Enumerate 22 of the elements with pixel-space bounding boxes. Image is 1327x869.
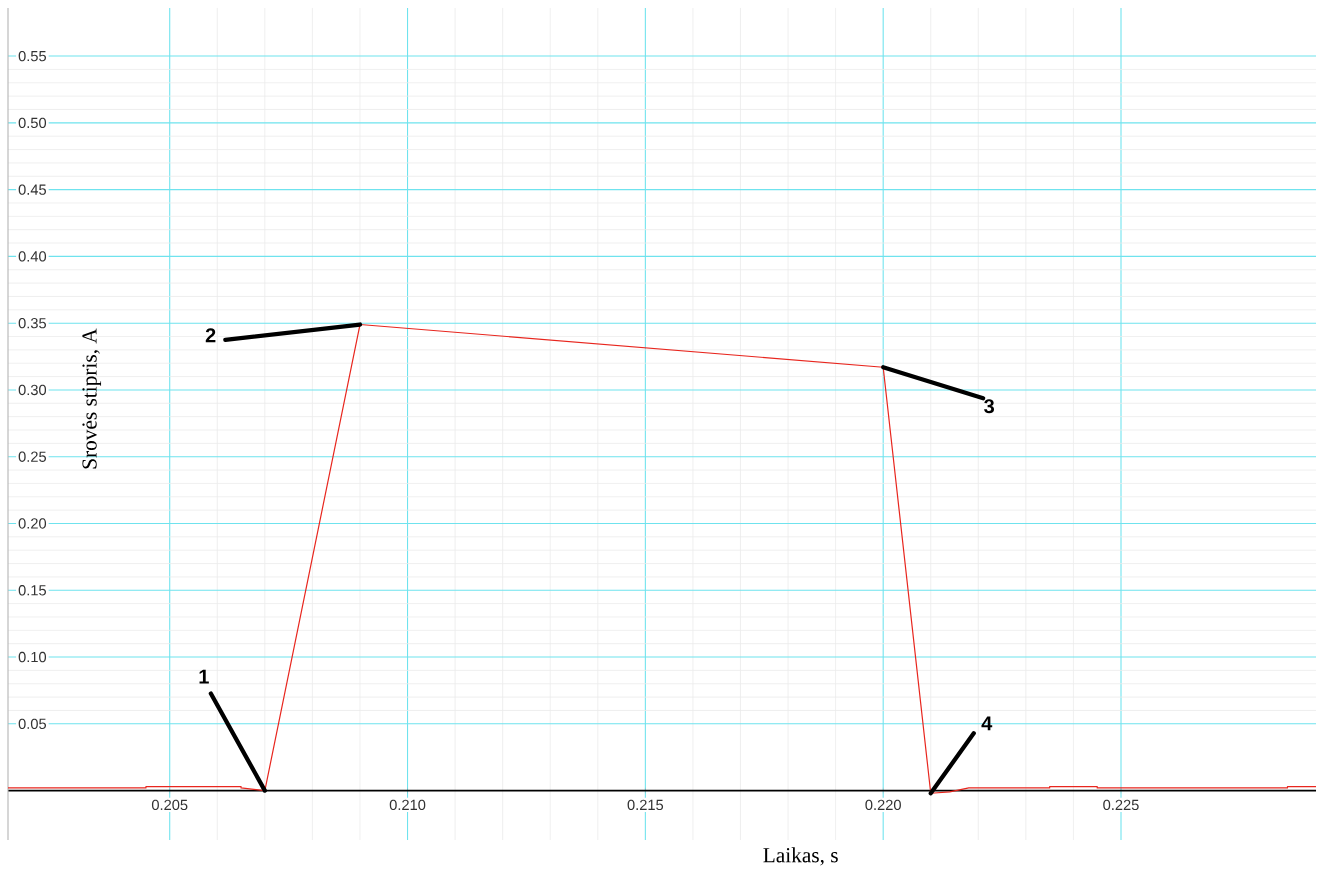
- y-tick-label: 0.45: [18, 184, 47, 195]
- x-tick-label: 0.220: [865, 799, 901, 811]
- y-tick-label: 0.50: [18, 117, 47, 129]
- y-tick-label: 0.25: [18, 451, 47, 462]
- annotation: 2: [205, 328, 216, 343]
- annotation: 3: [984, 399, 995, 414]
- y-tick-label: 0.05: [18, 718, 47, 730]
- y-tick-label: 0.35: [18, 317, 47, 329]
- x-tick-label: 0.225: [1103, 799, 1139, 811]
- annotation: 1: [199, 669, 209, 684]
- y-tick-label: 0.20: [18, 518, 47, 529]
- y-tick-label: 0.40: [18, 251, 47, 262]
- x-axis-title: Laikas, s: [763, 847, 838, 866]
- x-tick-label: 0.210: [389, 799, 426, 811]
- y-tick-label: 0.10: [18, 651, 47, 663]
- y-tick-label: 0.15: [18, 585, 47, 596]
- x-tick-label: 0.205: [151, 799, 188, 811]
- y-axis-title: Srovės stipris, A: [82, 328, 102, 469]
- y-tick-label: 0.30: [18, 384, 47, 396]
- x-tick-label: 0.215: [627, 799, 664, 811]
- annotation: 4: [981, 716, 993, 731]
- y-tick-label: 0.55: [18, 50, 47, 62]
